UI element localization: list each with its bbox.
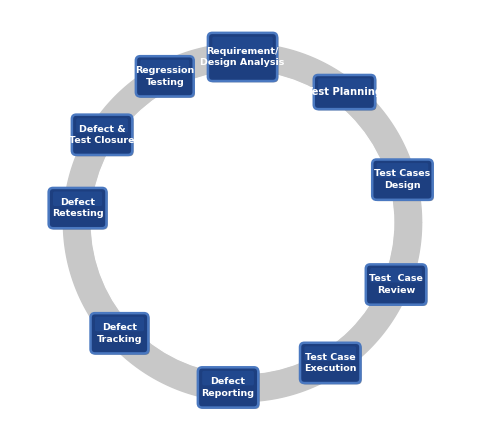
Text: Test Cases
Design: Test Cases Design [374,170,430,190]
FancyBboxPatch shape [209,34,278,82]
FancyBboxPatch shape [212,37,272,54]
FancyBboxPatch shape [91,314,150,355]
FancyBboxPatch shape [313,75,374,109]
FancyBboxPatch shape [48,188,106,228]
FancyBboxPatch shape [50,189,107,230]
FancyBboxPatch shape [91,313,148,353]
FancyBboxPatch shape [197,367,258,408]
FancyBboxPatch shape [373,161,433,201]
FancyBboxPatch shape [202,371,254,385]
FancyBboxPatch shape [53,191,102,206]
FancyBboxPatch shape [137,57,195,98]
FancyBboxPatch shape [315,76,376,110]
FancyBboxPatch shape [72,115,132,155]
FancyBboxPatch shape [140,60,189,74]
Text: Defect
Retesting: Defect Retesting [52,198,103,218]
FancyBboxPatch shape [208,33,276,81]
FancyBboxPatch shape [304,346,355,361]
Text: Test Planning: Test Planning [306,87,382,97]
FancyBboxPatch shape [300,343,360,383]
Text: Defect &
Test Closure: Defect & Test Closure [69,124,135,145]
FancyBboxPatch shape [136,56,193,96]
Text: Defect
Tracking: Defect Tracking [96,323,142,343]
FancyBboxPatch shape [199,369,259,409]
FancyBboxPatch shape [371,159,432,200]
Text: Test  Case
Review: Test Case Review [368,274,422,295]
Text: Regression
Testing: Regression Testing [135,66,194,87]
FancyBboxPatch shape [301,344,361,385]
Text: Requirement/
Design Analysis: Requirement/ Design Analysis [200,47,284,67]
FancyBboxPatch shape [376,163,427,178]
FancyBboxPatch shape [73,116,134,156]
FancyBboxPatch shape [76,118,128,133]
FancyBboxPatch shape [365,265,425,305]
FancyBboxPatch shape [95,317,144,331]
FancyBboxPatch shape [366,266,427,306]
Text: Defect
Reporting: Defect Reporting [201,377,254,398]
FancyBboxPatch shape [318,78,370,91]
Text: Test Case
Execution: Test Case Execution [303,353,356,373]
FancyBboxPatch shape [369,268,421,283]
Polygon shape [63,43,421,402]
Circle shape [91,71,393,374]
